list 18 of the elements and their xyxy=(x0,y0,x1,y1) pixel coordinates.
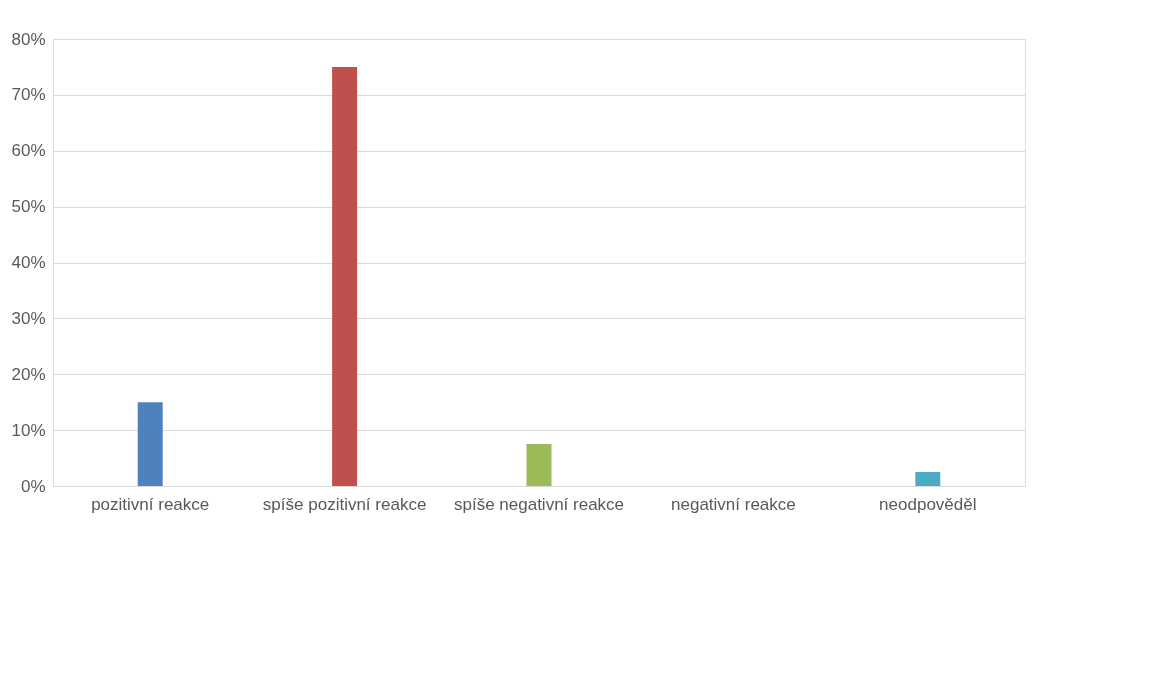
y-tick-label: 10% xyxy=(11,420,46,440)
bar xyxy=(137,402,163,486)
y-tick-label: 20% xyxy=(11,364,46,384)
x-tick-label: pozitivní reakce xyxy=(91,494,210,514)
y-tick-label: 80% xyxy=(11,29,46,49)
y-tick-label: 50% xyxy=(11,197,46,217)
x-tick-label: neodpověděl xyxy=(879,494,977,514)
x-tick-label: negativní reakce xyxy=(671,494,796,514)
y-tick-label: 70% xyxy=(11,85,46,105)
y-tick-label: 60% xyxy=(11,141,46,161)
y-tick-label: 40% xyxy=(11,253,46,272)
x-tick-label: spíše negativní reakce xyxy=(453,494,625,514)
y-tick-label: 30% xyxy=(11,308,46,328)
bar xyxy=(332,66,358,486)
bar xyxy=(526,444,552,486)
y-tick-label: 0% xyxy=(20,476,46,496)
bar xyxy=(915,472,941,486)
x-tick-label: spíše pozitivní reakce xyxy=(262,494,427,514)
